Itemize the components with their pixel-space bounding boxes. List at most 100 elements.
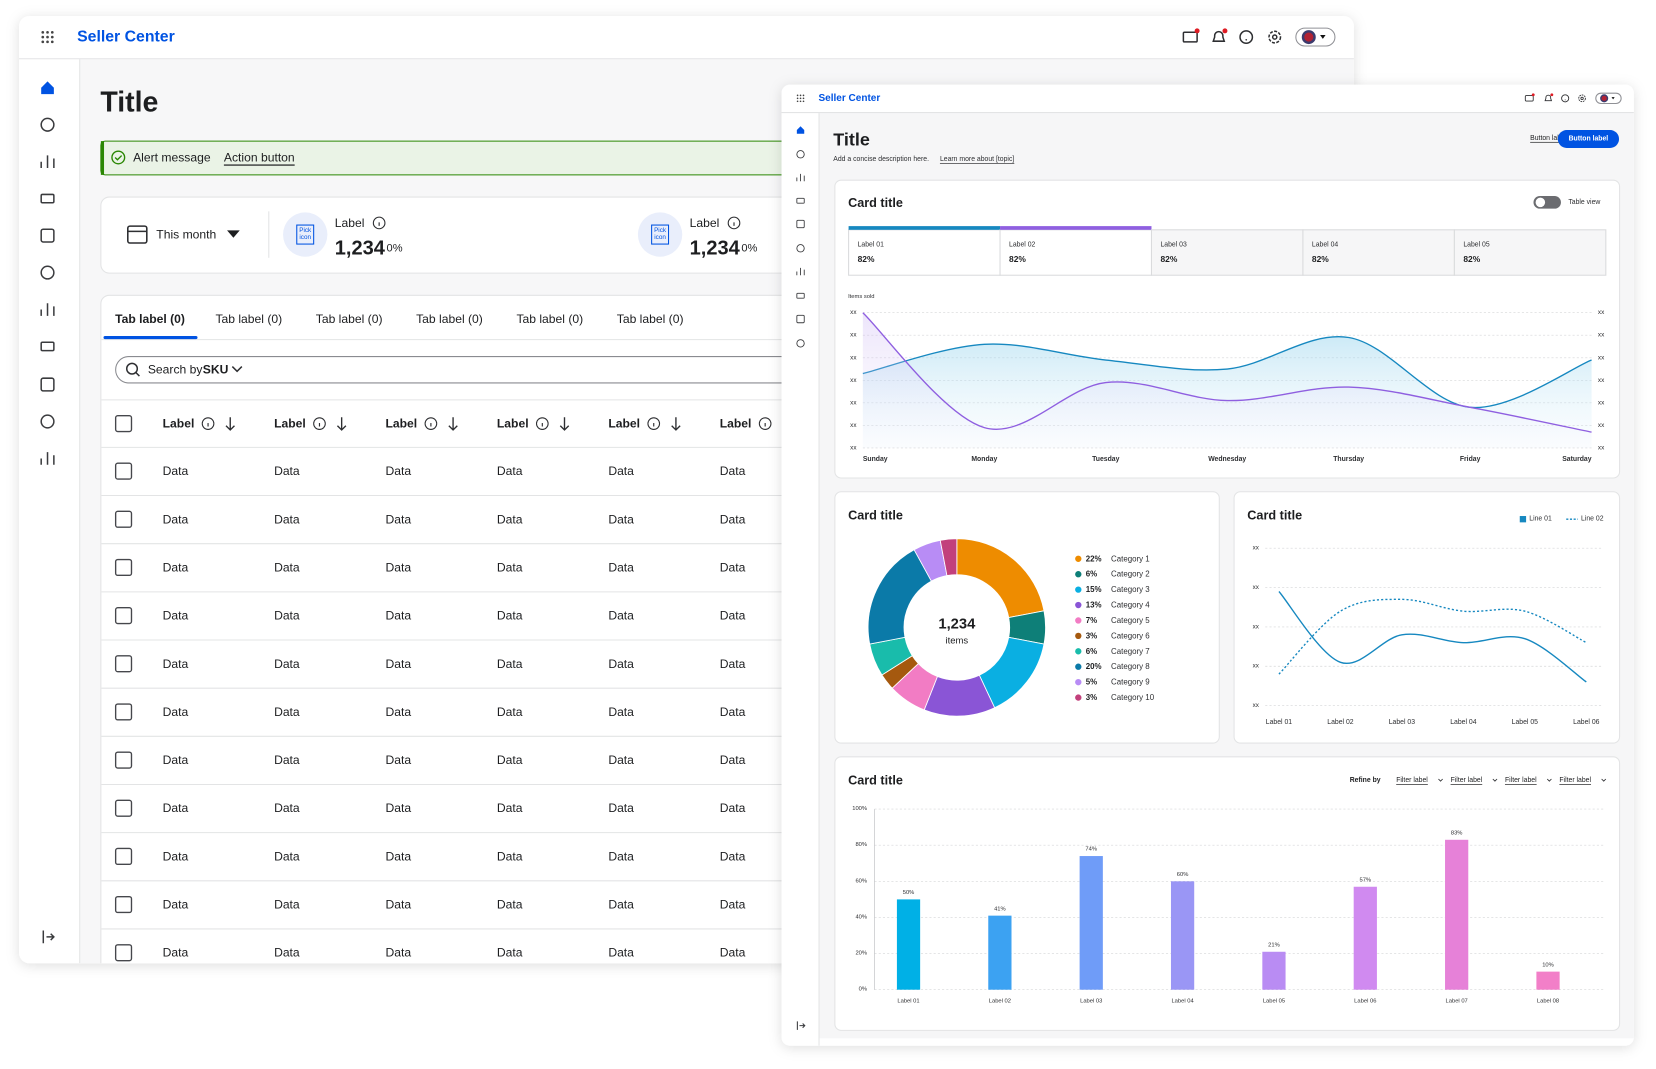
column-header[interactable]: Label — [274, 417, 306, 431]
settings-icon[interactable] — [1578, 94, 1586, 103]
filter-dropdown[interactable]: Filter label — [1451, 777, 1483, 784]
nav-icon[interactable] — [40, 117, 55, 132]
info-icon[interactable] — [535, 417, 549, 430]
primary-button[interactable]: Button label — [1569, 135, 1609, 142]
filter-chevron — [1601, 778, 1607, 782]
info-icon[interactable] — [372, 216, 386, 230]
row-checkbox[interactable] — [114, 944, 133, 962]
x-tick-label: Wednesday — [1208, 456, 1246, 463]
row-checkbox[interactable] — [114, 655, 133, 673]
column-header[interactable]: Label — [720, 417, 752, 431]
secondary-button[interactable]: Button label — [1530, 135, 1567, 142]
nav-icon[interactable] — [40, 341, 55, 352]
tab[interactable]: Tab label (0) — [316, 312, 383, 326]
row-checkbox[interactable] — [114, 558, 133, 577]
nav-icon[interactable] — [796, 267, 805, 276]
y-tick-label-right: xx — [1598, 354, 1605, 361]
nav-icon[interactable] — [40, 303, 55, 316]
nav-icon[interactable] — [796, 197, 805, 204]
bell-icon[interactable] — [1544, 94, 1553, 102]
sort-icon[interactable] — [448, 417, 458, 431]
sort-icon[interactable] — [559, 417, 570, 431]
kpi-tab[interactable] — [1150, 229, 1304, 276]
nav-icon[interactable] — [40, 228, 55, 243]
nav-icon[interactable] — [796, 292, 805, 299]
row-checkbox[interactable] — [114, 799, 133, 817]
table-cell: Data — [720, 705, 746, 719]
nav-icon[interactable] — [40, 452, 55, 465]
nav-icon[interactable] — [40, 193, 55, 204]
search-icon — [125, 362, 139, 375]
y-tick-label: xx — [850, 309, 857, 316]
nav-icon[interactable] — [796, 314, 805, 324]
flag — [1301, 30, 1316, 45]
kpi-tab[interactable] — [999, 229, 1153, 276]
x-tick-label: Label 04 — [1171, 998, 1194, 1004]
table-cell: Data — [274, 705, 300, 719]
help-icon[interactable] — [1239, 30, 1254, 44]
filter-dropdown[interactable]: Filter label — [1559, 777, 1591, 784]
nav-icon[interactable] — [796, 150, 805, 159]
info-icon[interactable] — [201, 417, 215, 430]
kpi-tab[interactable] — [1302, 229, 1455, 276]
mail-icon[interactable] — [1524, 95, 1534, 102]
card — [1233, 491, 1621, 744]
nav-icon[interactable] — [40, 414, 55, 429]
tab[interactable]: Tab label (0) — [115, 312, 185, 326]
column-header[interactable]: Label — [608, 417, 640, 431]
sort-icon[interactable] — [671, 417, 681, 431]
column-header[interactable]: Label — [163, 417, 195, 431]
period-select[interactable]: This month — [156, 228, 216, 242]
header-checkbox[interactable] — [114, 414, 133, 433]
tab[interactable]: Tab label (0) — [416, 312, 483, 326]
filter-dropdown[interactable]: Filter label — [1505, 777, 1537, 784]
tab[interactable]: Tab label (0) — [215, 312, 282, 326]
column-header[interactable]: Label — [497, 417, 529, 431]
row-checkbox[interactable] — [114, 462, 133, 480]
nav-icon[interactable] — [796, 219, 805, 229]
bell-icon[interactable] — [1212, 30, 1226, 42]
column-header[interactable]: Label — [385, 417, 417, 431]
alert-action[interactable]: Action button — [224, 150, 295, 164]
info-icon[interactable] — [424, 417, 438, 430]
row-checkbox[interactable] — [114, 703, 133, 721]
kpi-tab[interactable] — [848, 229, 1001, 276]
row-checkbox[interactable] — [114, 751, 133, 769]
filter-dropdown[interactable]: Filter label — [1396, 777, 1428, 784]
tab[interactable]: Tab label (0) — [516, 312, 583, 326]
nav-icon[interactable] — [40, 155, 55, 169]
row-checkbox[interactable] — [114, 895, 133, 914]
help-icon[interactable] — [1561, 94, 1570, 103]
settings-icon[interactable] — [1268, 30, 1282, 44]
info-icon[interactable] — [313, 417, 326, 430]
learn-more-link[interactable]: Learn more about [topic] — [940, 156, 1014, 163]
info-icon[interactable] — [727, 216, 741, 230]
table-cell: Data — [497, 657, 523, 671]
row-checkbox[interactable] — [114, 510, 133, 528]
collapse-icon[interactable] — [42, 930, 55, 944]
legend-value: 13% — [1086, 601, 1102, 610]
sort-icon[interactable] — [336, 417, 347, 431]
row-checkbox[interactable] — [114, 847, 133, 866]
collapse-icon[interactable] — [796, 1021, 806, 1030]
bar — [1536, 971, 1560, 990]
nav-icon[interactable] — [796, 244, 805, 253]
tab[interactable]: Tab label (0) — [617, 312, 684, 326]
kpi-tab[interactable] — [1453, 229, 1607, 276]
nav-icon[interactable] — [796, 173, 805, 182]
mail-icon[interactable] — [1182, 31, 1198, 43]
info-icon[interactable] — [647, 417, 661, 430]
sort-icon[interactable] — [225, 417, 235, 431]
nav-icon[interactable] — [40, 377, 55, 392]
help-dot — [1564, 99, 1566, 101]
toggle-label: Table view — [1568, 199, 1600, 206]
info-icon[interactable] — [758, 417, 772, 430]
locale-button[interactable] — [1595, 92, 1622, 104]
legend-value: 7% — [1086, 616, 1097, 625]
row-checkbox[interactable] — [114, 607, 133, 625]
nav-icon[interactable] — [796, 339, 805, 348]
period-caret[interactable] — [227, 230, 240, 238]
primary-button-bg[interactable] — [1557, 130, 1620, 148]
table-cell: Data — [385, 801, 411, 815]
nav-icon[interactable] — [40, 265, 55, 280]
